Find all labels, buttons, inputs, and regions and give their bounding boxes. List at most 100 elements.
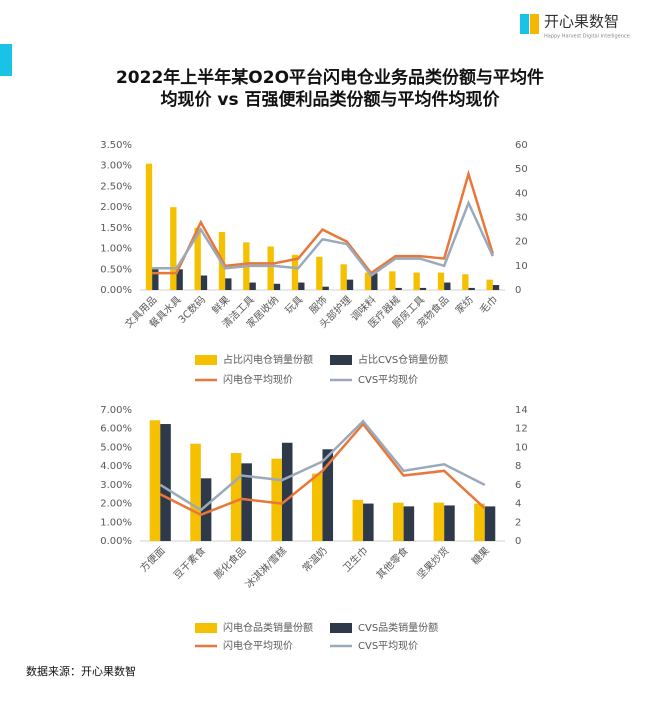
- y-tick-label: 2.50%: [100, 181, 132, 192]
- bar: [322, 449, 334, 541]
- logo-tagline: Happy Harvest Digital Intelligence: [544, 34, 630, 40]
- x-tick-label: 毛巾: [477, 293, 500, 316]
- y-tick-label: 3.00%: [100, 480, 132, 491]
- y-tick-label: 3.50%: [100, 140, 132, 151]
- side-tab: [0, 44, 12, 76]
- line: [152, 169, 495, 275]
- bar: [176, 269, 183, 290]
- bar: [433, 502, 445, 541]
- x-tick-label: 其他零食: [373, 544, 410, 581]
- legend-label: 占比CVS仓销量份额: [358, 353, 448, 366]
- bar: [152, 268, 159, 290]
- x-tick-label: 卫生巾: [340, 544, 370, 574]
- x-tick-label: 常温奶: [299, 544, 329, 574]
- y2-tick-label: 0: [515, 285, 521, 296]
- x-tick-label: 家纺: [452, 293, 475, 316]
- bar: [149, 420, 161, 541]
- y-tick-label: 0.50%: [100, 264, 132, 275]
- x-tick-label: 糖果: [469, 544, 492, 567]
- legend-swatch: [195, 623, 217, 633]
- y2-tick-label: 6: [515, 480, 521, 491]
- chart-title: 均现价 vs 百强便利品类份额与平均件均现价: [160, 89, 500, 110]
- y2-tick-label: 14: [515, 405, 528, 416]
- bar: [249, 282, 256, 290]
- y-tick-label: 7.00%: [100, 405, 132, 416]
- bar: [241, 463, 252, 541]
- source: 数据来源：开心果数智: [26, 664, 136, 678]
- y2-tick-label: 30: [515, 213, 528, 224]
- y-tick-label: 1.00%: [100, 244, 132, 255]
- bar: [462, 274, 469, 290]
- y2-tick-label: 12: [515, 424, 528, 435]
- y-tick-label: 6.00%: [100, 424, 132, 435]
- bar: [474, 503, 485, 541]
- y-tick-label: 1.00%: [100, 517, 132, 528]
- bar: [200, 478, 212, 541]
- bar: [393, 502, 404, 541]
- bar: [298, 282, 305, 290]
- bar: [340, 264, 347, 290]
- bar: [230, 453, 242, 541]
- x-tick-label: 方便面: [137, 544, 167, 574]
- bar: [371, 273, 378, 290]
- logo: 开心果数智 Happy Harvest Digital Intelligence: [520, 13, 630, 40]
- y-tick-label: 1.50%: [100, 223, 132, 234]
- x-tick-label: 冰淇淋/雪糕: [242, 544, 289, 591]
- y-tick-label: 0.00%: [100, 285, 132, 296]
- chart-title: 2022年上半年某O2O平台闪电仓业务品类份额与平均件: [116, 67, 544, 88]
- y2-tick-label: 10: [515, 442, 528, 453]
- logo-name: 开心果数智: [544, 13, 619, 31]
- bar: [486, 279, 493, 290]
- bar: [291, 254, 299, 290]
- bar: [311, 473, 323, 541]
- x-tick-label: 豆干素食: [171, 544, 208, 581]
- bar: [444, 505, 455, 541]
- y-tick-label: 4.00%: [100, 461, 132, 472]
- bar: [273, 283, 281, 290]
- bar: [322, 286, 329, 290]
- y-tick-label: 0.00%: [100, 536, 132, 547]
- y2-tick-label: 8: [515, 461, 521, 472]
- bar: [267, 246, 274, 290]
- bar: [437, 272, 445, 290]
- bar: [352, 499, 364, 541]
- bar: [145, 163, 153, 290]
- x-tick-label: 膨化食品: [211, 544, 248, 581]
- bar: [492, 285, 500, 290]
- x-tick-label: 服饰: [306, 293, 329, 316]
- bar: [225, 278, 232, 290]
- y2-tick-label: 10: [515, 261, 528, 272]
- legend-label: 闪电仓平均现价: [223, 639, 293, 652]
- legend-label: CVS平均现价: [358, 640, 418, 652]
- legend-swatch: [195, 355, 217, 365]
- bar: [160, 424, 171, 541]
- y-tick-label: 3.00%: [100, 161, 132, 172]
- y2-tick-label: 20: [515, 237, 528, 248]
- y-tick-label: 2.00%: [100, 499, 132, 510]
- bar: [316, 256, 323, 290]
- x-tick-label: 鲜果: [209, 293, 232, 316]
- x-tick-label: 玩具: [283, 294, 306, 317]
- line: [159, 422, 486, 517]
- legend-swatch: [330, 623, 352, 633]
- legend-label: 闪电仓平均现价: [223, 373, 293, 386]
- bar: [281, 442, 293, 541]
- bar: [468, 287, 475, 290]
- x-tick-label: 坚果炒货: [414, 544, 451, 581]
- bar: [271, 458, 282, 541]
- bar: [200, 275, 208, 290]
- bar: [484, 506, 496, 541]
- bar: [403, 506, 415, 541]
- y-tick-label: 5.00%: [100, 442, 132, 453]
- bar: [419, 287, 427, 290]
- bar: [194, 227, 201, 290]
- bar: [444, 282, 451, 290]
- y2-tick-label: 50: [515, 164, 528, 175]
- bar: [363, 503, 374, 541]
- legend-label: CVS品类销量份额: [358, 621, 438, 634]
- y2-tick-label: 0: [515, 536, 521, 547]
- bar: [395, 287, 402, 290]
- line: [159, 419, 486, 512]
- y-tick-label: 2.00%: [100, 202, 132, 213]
